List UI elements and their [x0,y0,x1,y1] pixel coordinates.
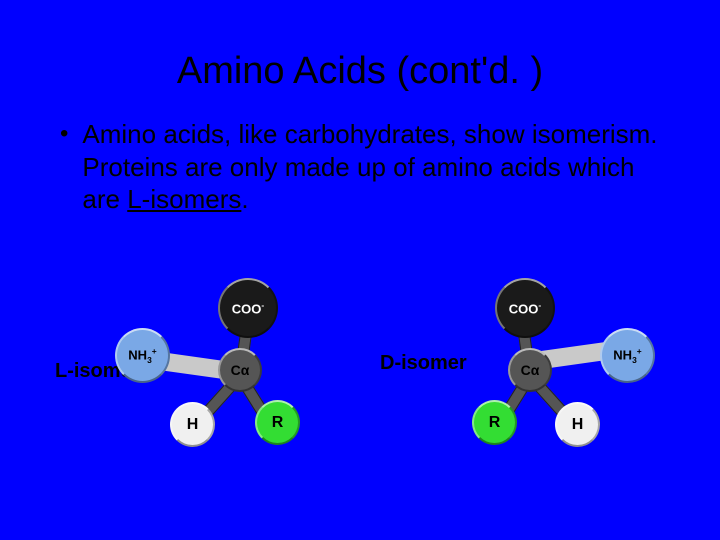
bullet-text: Amino acids, like carbohydrates, show is… [82,118,670,216]
amino-group: NH3+ [600,328,655,383]
center-label: Cα [521,363,540,377]
bullet-marker: • [60,118,68,149]
d-isomer-molecule: COO- NH3+ Cα R H [440,270,660,490]
diagram-area: L-isomer D-isomer NH3+ COO- Cα R H [0,280,720,520]
carboxyl-label: COO- [232,301,264,315]
amino-label: NH3+ [128,347,156,364]
l-isomer-molecule: NH3+ COO- Cα R H [130,270,350,490]
slide-title: Amino Acids (cont'd. ) [50,50,670,93]
center-label: Cα [231,363,250,377]
r-label: R [489,415,501,431]
alpha-carbon: Cα [508,348,552,392]
bullet-underlined: L-isomers [127,184,241,214]
r-group: R [255,400,300,445]
amino-group: NH3+ [115,328,170,383]
r-group: R [472,400,517,445]
carboxyl-group: COO- [495,278,555,338]
bullet-point: • Amino acids, like carbohydrates, show … [60,118,670,216]
hydrogen: H [555,402,600,447]
hydrogen: H [170,402,215,447]
h-label: H [572,417,584,433]
amino-label: NH3+ [613,347,641,364]
carboxyl-label: COO- [509,301,541,315]
r-label: R [272,415,284,431]
h-label: H [187,417,199,433]
carboxyl-group: COO- [218,278,278,338]
alpha-carbon: Cα [218,348,262,392]
slide: Amino Acids (cont'd. ) • Amino acids, li… [0,0,720,540]
bullet-post: . [241,184,248,214]
